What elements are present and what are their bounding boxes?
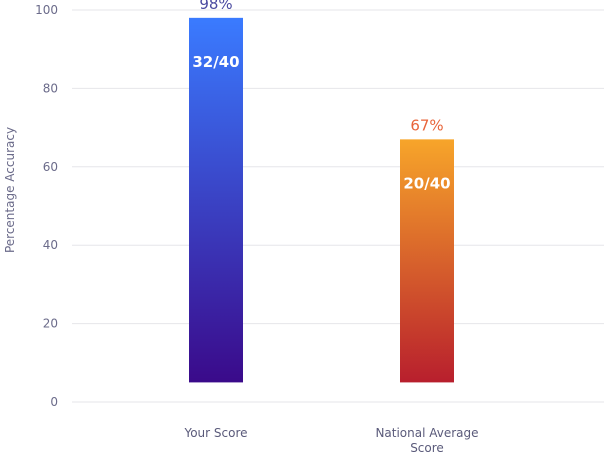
y-tick-label: 100: [35, 3, 58, 17]
y-tick-label: 0: [50, 395, 58, 409]
y-axis-title: Percentage Accuracy: [3, 127, 17, 253]
y-tick-label: 80: [43, 81, 58, 95]
bar-percent-label: 98%: [199, 0, 232, 13]
y-tick-label: 60: [43, 160, 58, 174]
y-tick-label: 20: [43, 317, 58, 331]
grid-layer: [72, 9, 604, 403]
y-axis: 0 20 40 60 80 100: [35, 3, 58, 409]
y-tick-label: 40: [43, 238, 58, 252]
x-category-label: Score: [410, 441, 444, 455]
bar-percent-label: 67%: [410, 116, 443, 134]
bar: [400, 139, 454, 383]
bar-score-label: 32/40: [192, 53, 239, 71]
x-category-label: National Average: [375, 426, 478, 440]
bar-score-label: 20/40: [403, 174, 450, 192]
x-category-label: Your Score: [183, 426, 247, 440]
bar: [189, 17, 243, 383]
bar-layer: 98% 32/40 67% 20/40: [189, 0, 454, 383]
